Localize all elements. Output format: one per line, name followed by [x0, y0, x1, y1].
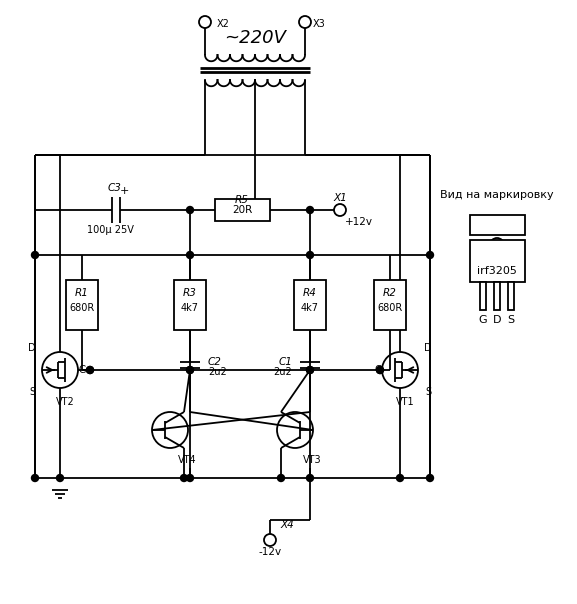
- Bar: [174, 280, 206, 330]
- Circle shape: [32, 475, 39, 481]
- Text: R5: R5: [235, 195, 249, 205]
- Circle shape: [186, 367, 193, 373]
- Circle shape: [186, 367, 193, 373]
- Text: C2: C2: [208, 357, 222, 367]
- Text: +: +: [120, 186, 129, 196]
- Text: 100μ 25V: 100μ 25V: [87, 225, 133, 235]
- Bar: [215, 199, 269, 221]
- Text: S: S: [29, 387, 35, 397]
- Circle shape: [426, 475, 433, 481]
- Circle shape: [377, 367, 384, 373]
- Circle shape: [278, 475, 284, 481]
- Text: G: G: [78, 365, 86, 375]
- Circle shape: [186, 207, 193, 213]
- Text: 4k7: 4k7: [181, 303, 199, 313]
- Text: 680R: 680R: [377, 303, 403, 313]
- Text: VT3: VT3: [303, 455, 321, 465]
- Text: R4: R4: [303, 288, 317, 298]
- Text: R1: R1: [75, 288, 89, 298]
- Text: 4k7: 4k7: [301, 303, 319, 313]
- Text: X3: X3: [313, 19, 326, 29]
- Text: C3: C3: [108, 183, 122, 193]
- Circle shape: [306, 367, 313, 373]
- Circle shape: [396, 475, 403, 481]
- Text: irf3205: irf3205: [477, 266, 517, 276]
- Circle shape: [426, 251, 433, 259]
- Text: S: S: [507, 315, 515, 325]
- Bar: [470, 215, 524, 235]
- Bar: [494, 282, 500, 310]
- Bar: [374, 280, 406, 330]
- Text: 680R: 680R: [69, 303, 95, 313]
- Text: 2u2: 2u2: [273, 367, 292, 377]
- Text: +12v: +12v: [345, 217, 373, 227]
- Text: 2u2: 2u2: [208, 367, 227, 377]
- Bar: [508, 282, 514, 310]
- Bar: [294, 280, 326, 330]
- Text: 20R: 20R: [232, 205, 252, 215]
- Circle shape: [181, 475, 188, 481]
- Circle shape: [87, 367, 93, 373]
- Text: VT4: VT4: [178, 455, 197, 465]
- Text: Вид на маркировку: Вид на маркировку: [440, 190, 554, 200]
- Circle shape: [306, 475, 313, 481]
- Text: X1: X1: [333, 193, 347, 203]
- Circle shape: [32, 251, 39, 259]
- Text: X4: X4: [280, 520, 294, 530]
- Circle shape: [306, 367, 313, 373]
- Text: R3: R3: [183, 288, 197, 298]
- Circle shape: [186, 251, 193, 259]
- Text: VT1: VT1: [396, 397, 414, 407]
- Circle shape: [306, 207, 313, 213]
- Text: X2: X2: [217, 19, 230, 29]
- Circle shape: [377, 367, 384, 373]
- Circle shape: [306, 251, 313, 259]
- Text: C1: C1: [278, 357, 292, 367]
- Text: R2: R2: [383, 288, 397, 298]
- Text: D: D: [493, 315, 501, 325]
- Bar: [66, 280, 98, 330]
- Text: G: G: [374, 365, 382, 375]
- Text: D: D: [28, 343, 36, 353]
- Text: ~220V: ~220V: [224, 29, 286, 47]
- Text: -12v: -12v: [258, 547, 282, 557]
- Text: VT2: VT2: [55, 397, 74, 407]
- Circle shape: [87, 367, 93, 373]
- Bar: [480, 282, 486, 310]
- Circle shape: [57, 475, 63, 481]
- Text: S: S: [425, 387, 431, 397]
- Text: D: D: [424, 343, 432, 353]
- Circle shape: [186, 475, 193, 481]
- Bar: [470, 240, 524, 282]
- Text: G: G: [479, 315, 488, 325]
